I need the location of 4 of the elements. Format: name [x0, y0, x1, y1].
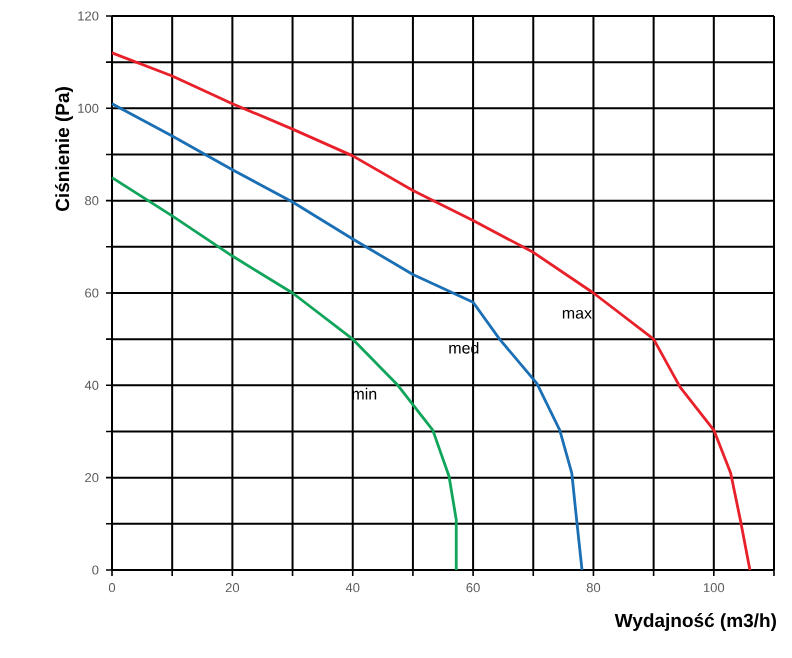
y-axis-title: Ciśnienie (Pa)	[55, 87, 73, 211]
line-series	[110, 51, 752, 572]
x-axis-title: Wydajność (m3/h)	[614, 613, 776, 631]
series-label: max	[562, 309, 592, 319]
